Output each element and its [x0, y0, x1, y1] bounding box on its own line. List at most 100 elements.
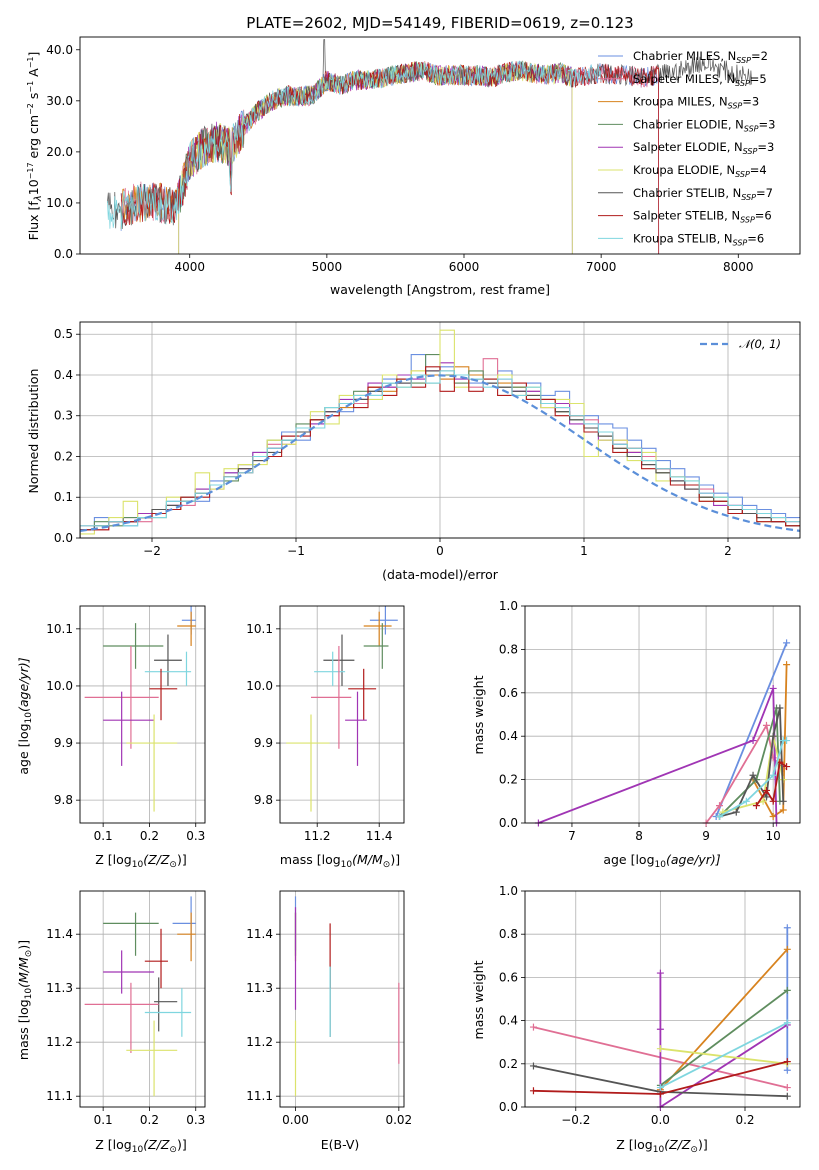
weight-marker-chabrier-miles — [783, 1066, 791, 1074]
weight_vs_age-xtick-label: 10 — [766, 829, 781, 843]
spectrum-line-salpeter-elodie — [178, 61, 573, 254]
figure-title: PLATE=2602, MJD=54149, FIBERID=0619, z=0… — [246, 14, 633, 32]
age_vs_Z-ytick-label: 9.9 — [54, 736, 73, 750]
weight-marker-salpeter-miles — [783, 1084, 791, 1092]
age_vs_Z-xtick-label: 0.3 — [186, 829, 205, 843]
residuals-ytick-label: 0.5 — [54, 327, 73, 341]
weight_vs_age-xtick-label: 7 — [568, 829, 576, 843]
weight-marker-kroupa-stelib — [716, 812, 724, 820]
errorbar-point-chabrier-miles — [172, 896, 196, 951]
weight_vs_age-ytick-label: 0.8 — [499, 642, 518, 656]
weight_vs_Z-frame — [524, 890, 801, 1108]
errorbar-point-kroupa-elodie — [126, 714, 178, 812]
mass_vs_ebv-frame — [279, 890, 405, 1108]
residuals-xtick-label: 0 — [436, 544, 444, 558]
age-vs-mass-xlabel: mass [log10(M/M⊙)] — [280, 852, 400, 870]
weight-line-kroupa-elodie — [660, 1047, 788, 1065]
weight-marker-kroupa-stelib — [656, 1084, 664, 1092]
age_vs_mass-ytick-label: 9.8 — [254, 793, 273, 807]
spectrum-ytick-label: 0.0 — [54, 247, 73, 261]
weight-line-chabrier-miles — [715, 642, 788, 817]
weight-marker-salpeter-miles — [529, 1023, 537, 1031]
legend-gaussian-label: 𝒩(0, 1) — [739, 337, 781, 351]
errorbar-point-salpeter-miles — [311, 645, 352, 749]
spectrum-line-kroupa-elodie — [178, 62, 573, 254]
weight_vs_Z-xtick-label: −0.2 — [561, 1113, 590, 1127]
weight-marker-kroupa-stelib — [783, 1019, 791, 1027]
age_vs_Z-frame — [79, 605, 206, 824]
spectrum-ytick-label: 40.0 — [46, 43, 73, 57]
spectrum-frame — [79, 36, 801, 255]
weight-marker-salpeter-stelib — [656, 1090, 664, 1098]
weight-marker-salpeter-elodie — [749, 737, 757, 745]
weight-marker-salpeter-elodie — [656, 969, 664, 977]
legend-entry: Chabrier ELODIE, NSSP=3 — [633, 117, 775, 133]
weight-marker-chabrier-stelib — [762, 793, 770, 801]
age_vs_mass-ytick-label: 10.0 — [246, 679, 273, 693]
mass_vs_ebv-ytick-label: 11.4 — [246, 927, 273, 941]
weight-marker-chabrier-stelib — [732, 808, 740, 816]
spectrum-xtick-label: 4000 — [174, 260, 205, 274]
weight-marker-chabrier-stelib — [529, 1062, 537, 1070]
errorbar-point-kroupa-elodie — [126, 1020, 178, 1097]
residuals-ytick-label: 0.4 — [54, 368, 73, 382]
age-vs-z-ylabel: age [log10(age/yr)] — [16, 657, 34, 774]
weight-marker-salpeter-stelib — [783, 1058, 791, 1066]
mass-vs-z-xlabel: Z [log10(Z/Z⊙)] — [95, 1137, 186, 1155]
weight-marker-kroupa-stelib — [742, 797, 750, 805]
weight-marker-chabrier-stelib — [776, 704, 784, 712]
age_vs_Z-ytick-label: 10.1 — [46, 622, 73, 636]
errorbar-point-chabrier-elodie — [363, 623, 389, 669]
errorbar-point-chabrier-miles — [369, 606, 398, 635]
weight-marker-chabrier-miles — [783, 924, 791, 932]
legend-entry: Kroupa ELODIE, NSSP=4 — [633, 163, 767, 179]
spectrum-ytick-label: 30.0 — [46, 94, 73, 108]
spectrum-xtick-label: 8000 — [723, 260, 754, 274]
residuals-ylabel: Normed distribution — [26, 369, 41, 494]
errorbar-point-kroupa-miles — [177, 912, 196, 962]
weight-marker-salpeter-elodie — [769, 684, 777, 692]
mass-vs-ebv-xlabel: E(B-V) — [321, 1137, 360, 1152]
residuals-panel: −2 −1 0 1 2 0.0 0.1 0.2 0.3 0.4 0.5 𝒩(0, 1) — [54, 321, 801, 558]
mass_vs_Z-ytick-label: 11.3 — [46, 981, 73, 995]
weight-marker-salpeter-stelib — [762, 786, 770, 794]
spectrum-line-kroupa-stelib — [107, 60, 602, 230]
legend-entry: Salpeter ELODIE, NSSP=3 — [633, 140, 774, 156]
errorbar-point-salpeter-stelib — [149, 668, 178, 721]
errorbar-point-kroupa-miles — [177, 611, 196, 646]
mass_vs_ebv-xtick-label: 0.00 — [282, 1113, 309, 1127]
age_vs_Z-xtick-label: 0.1 — [94, 829, 113, 843]
weight-marker-salpeter-stelib — [769, 797, 777, 805]
spectrum-line-chabrier-elodie — [178, 60, 573, 254]
weight-vs-z-panel: −0.2 0.0 0.2 0.0 0.2 0.4 0.6 0.8 1.0 — [499, 884, 801, 1127]
residuals-ytick-label: 0.3 — [54, 409, 73, 423]
mass-vs-z-panel: 0.1 0.2 0.3 11.1 11.2 11.3 11.4 — [46, 890, 206, 1127]
weight_vs_age-ytick-label: 0.4 — [499, 729, 518, 743]
age-vs-z-panel: 0.1 0.2 0.3 9.8 9.9 10.0 10.1 — [46, 605, 206, 843]
weight-marker-kroupa-miles — [779, 806, 787, 814]
weight-marker-chabrier-stelib — [779, 797, 787, 805]
weight_vs_age-frame — [524, 605, 801, 824]
weight_vs_age-xtick-label: 9 — [702, 829, 710, 843]
histogram-kroupa-stelib — [80, 370, 800, 538]
residuals-ytick-label: 0.2 — [54, 449, 73, 463]
mass_vs_Z-ytick-label: 11.1 — [46, 1089, 73, 1103]
mass_vs_Z-xtick-label: 0.2 — [140, 1113, 159, 1127]
errorbar-point-kroupa-miles — [363, 611, 392, 646]
weight_vs_Z-xtick-label: 0.2 — [735, 1113, 754, 1127]
residuals-xtick-label: −1 — [287, 544, 305, 558]
weight_vs_Z-ytick-label: 0.0 — [499, 1100, 518, 1114]
weight-marker-salpeter-miles — [762, 721, 770, 729]
mass_vs_Z-ytick-label: 11.4 — [46, 927, 73, 941]
spectrum-xtick-label: 7000 — [586, 260, 617, 274]
age-vs-z-xlabel: Z [log10(Z/Z⊙)] — [95, 852, 186, 870]
mass-vs-z-ylabel: mass [log10(M/M⊙)] — [16, 940, 34, 1060]
weight-marker-salpeter-stelib — [529, 1087, 537, 1095]
spectrum-xlabel: wavelength [Angstrom, rest frame] — [330, 282, 550, 297]
age_vs_Z-xtick-label: 0.2 — [140, 829, 159, 843]
legend-entry: Kroupa MILES, NSSP=3 — [633, 95, 759, 111]
weight-vs-age-ylabel: mass weight — [471, 675, 486, 754]
weight-marker-salpeter-stelib — [752, 802, 760, 810]
weight-vs-z-xlabel: Z [log10(Z/Z⊙)] — [616, 1137, 707, 1155]
weight-marker-salpeter-elodie — [656, 1025, 664, 1033]
